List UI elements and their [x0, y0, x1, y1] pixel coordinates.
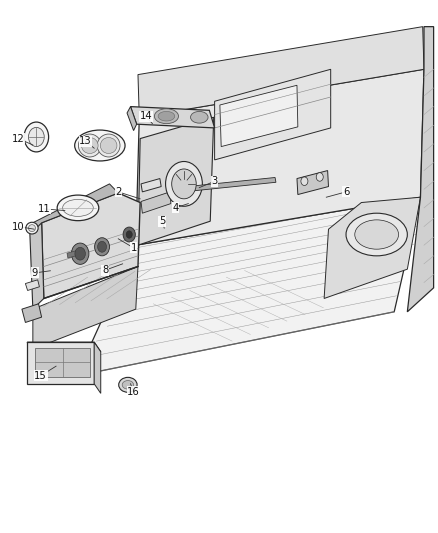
Circle shape: [75, 247, 85, 260]
Polygon shape: [187, 177, 276, 191]
Ellipse shape: [63, 199, 93, 216]
Text: 8: 8: [102, 265, 108, 275]
Circle shape: [28, 127, 44, 147]
Text: 2: 2: [115, 187, 121, 197]
Polygon shape: [77, 197, 420, 376]
Polygon shape: [131, 107, 215, 128]
Polygon shape: [407, 27, 434, 312]
Polygon shape: [30, 223, 44, 309]
Polygon shape: [138, 117, 214, 245]
Ellipse shape: [97, 134, 120, 157]
Ellipse shape: [122, 381, 134, 389]
Polygon shape: [324, 197, 420, 298]
Ellipse shape: [26, 222, 38, 234]
Text: 4: 4: [172, 203, 178, 213]
Text: 14: 14: [140, 111, 152, 121]
Polygon shape: [22, 304, 42, 322]
Polygon shape: [141, 179, 161, 192]
Ellipse shape: [28, 225, 35, 231]
Ellipse shape: [355, 220, 399, 249]
Circle shape: [166, 161, 202, 206]
Polygon shape: [141, 192, 171, 213]
Circle shape: [95, 238, 110, 256]
Polygon shape: [215, 69, 331, 160]
Polygon shape: [27, 342, 101, 352]
Polygon shape: [33, 266, 138, 349]
Polygon shape: [94, 342, 101, 393]
Polygon shape: [25, 280, 39, 290]
Circle shape: [71, 243, 89, 264]
Ellipse shape: [100, 138, 117, 154]
Text: 13: 13: [79, 136, 92, 146]
Text: 9: 9: [32, 268, 38, 278]
Circle shape: [172, 169, 196, 199]
Ellipse shape: [78, 134, 101, 157]
Text: 15: 15: [34, 371, 47, 381]
Circle shape: [126, 231, 132, 238]
Polygon shape: [35, 348, 90, 377]
Text: 16: 16: [127, 387, 140, 397]
Ellipse shape: [57, 195, 99, 221]
Circle shape: [123, 227, 135, 242]
Ellipse shape: [191, 111, 208, 123]
Polygon shape: [297, 171, 328, 195]
Circle shape: [98, 241, 106, 252]
Circle shape: [24, 122, 49, 152]
Text: 12: 12: [12, 134, 25, 143]
Ellipse shape: [119, 377, 137, 392]
Ellipse shape: [158, 111, 175, 121]
Polygon shape: [138, 27, 424, 117]
Polygon shape: [127, 107, 137, 131]
Polygon shape: [42, 193, 140, 298]
Polygon shape: [220, 85, 298, 147]
Text: 5: 5: [159, 216, 165, 226]
Text: 3: 3: [212, 176, 218, 186]
Polygon shape: [27, 342, 94, 384]
Polygon shape: [31, 184, 118, 232]
Circle shape: [316, 173, 323, 181]
Text: 1: 1: [131, 243, 137, 253]
Circle shape: [301, 177, 308, 185]
Polygon shape: [136, 69, 424, 245]
Text: 10: 10: [12, 222, 25, 231]
Text: 11: 11: [37, 204, 50, 214]
Ellipse shape: [346, 213, 407, 256]
Ellipse shape: [81, 138, 98, 154]
Text: 6: 6: [343, 187, 349, 197]
Ellipse shape: [154, 109, 178, 124]
Ellipse shape: [74, 130, 125, 161]
Polygon shape: [67, 251, 78, 258]
